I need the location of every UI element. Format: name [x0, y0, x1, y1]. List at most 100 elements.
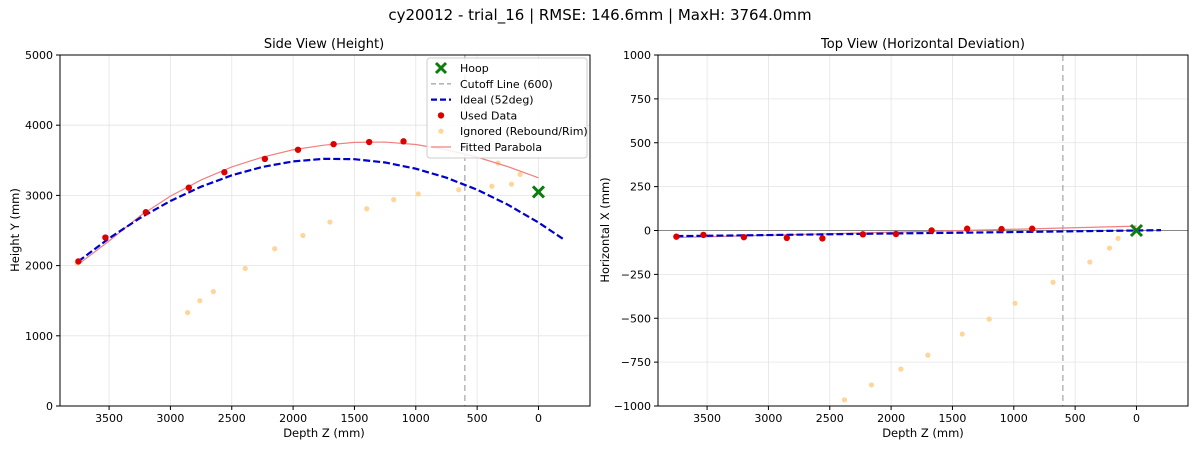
- legend-label: Used Data: [460, 109, 517, 122]
- side-ignored-point: [197, 298, 203, 304]
- side-used-point: [185, 184, 193, 191]
- side-x-tick-label: 1000: [402, 412, 430, 425]
- legend-ignored-marker: [438, 128, 444, 134]
- side-view-xlabel: Depth Z (mm): [283, 426, 365, 440]
- side-used-point: [261, 155, 269, 163]
- top-ignored-point: [925, 352, 931, 358]
- top-view-xlabel: Depth Z (mm): [882, 426, 964, 440]
- side-used-point: [75, 258, 82, 265]
- side-x-tick-label: 3000: [156, 412, 184, 425]
- side-y-tick-label: 3000: [25, 189, 53, 202]
- top-ignored-point: [1115, 235, 1121, 241]
- top-x-tick-label: 3500: [693, 412, 721, 425]
- legend-label: Hoop: [460, 62, 489, 75]
- top-ignored-point: [841, 397, 848, 403]
- side-ignored-point: [364, 206, 370, 212]
- side-ignored-point: [272, 246, 278, 252]
- legend-label: Cutoff Line (600): [460, 78, 553, 91]
- legend-hoop-marker: [434, 61, 448, 75]
- top-x-tick-label: 2500: [816, 412, 844, 425]
- side-x-tick-label: 500: [467, 412, 488, 425]
- top-x-tick-label: 2000: [877, 412, 905, 425]
- side-ignored-point: [210, 288, 216, 295]
- side-x-tick-label: 2500: [218, 412, 246, 425]
- side-y-tick-label: 0: [46, 400, 53, 413]
- top-y-tick-label: 1000: [623, 49, 651, 62]
- top-y-tick-label: −750: [621, 356, 651, 369]
- side-axes-frame: [59, 54, 591, 407]
- top-x-tick-label: 3000: [754, 412, 782, 425]
- side-y-tick-label: 5000: [25, 49, 53, 62]
- legend-used-marker: [437, 112, 445, 119]
- side-view-ylabel: Height Y (mm): [8, 188, 22, 272]
- top-used-point: [673, 233, 680, 240]
- top-ignored-point: [1087, 259, 1093, 265]
- side-ignored-point: [415, 191, 421, 197]
- top-ignored-point: [868, 382, 875, 388]
- legend-label: Ideal (52deg): [460, 94, 534, 107]
- top-y-tick-label: 500: [630, 137, 651, 150]
- top-hoop-marker: [1129, 223, 1144, 238]
- top-used-point: [892, 230, 900, 238]
- top-ignored-point: [1050, 279, 1056, 285]
- top-used-point: [783, 234, 791, 242]
- side-x-tick-label: 0: [535, 412, 542, 425]
- top-used-point: [740, 233, 748, 241]
- legend-box: [426, 57, 588, 159]
- side-ignored-point: [489, 183, 495, 189]
- top-y-tick-label: 0: [644, 225, 651, 238]
- top-y-tick-label: −500: [621, 312, 651, 325]
- side-ignored-point: [242, 265, 248, 272]
- top-used-point: [928, 227, 935, 234]
- legend-label: Fitted Parabola: [460, 141, 542, 154]
- side-x-tick-label: 1500: [340, 412, 368, 425]
- side-ignored-point: [327, 219, 333, 225]
- top-ignored-point: [1012, 300, 1018, 306]
- top-y-tick-label: 250: [630, 181, 651, 194]
- side-y-tick-label: 2000: [25, 260, 53, 273]
- side-used-point: [330, 140, 337, 148]
- top-hoop-stroke: [1129, 223, 1144, 238]
- side-used-point: [142, 209, 150, 216]
- figure-suptitle: cy20012 - trial_16 | RMSE: 146.6mm | Max…: [388, 6, 811, 25]
- side-ignored-point: [508, 181, 515, 187]
- top-ideal-trajectory: [676, 229, 1162, 238]
- side-legend: Hoop Cutoff Line (600) Ideal (52deg) Used D…: [426, 57, 588, 159]
- top-ignored-point: [1106, 245, 1113, 251]
- top-x-tick-label: 1500: [938, 412, 966, 425]
- side-hoop-stroke: [531, 185, 546, 199]
- side-y-tick-label: 4000: [25, 119, 53, 132]
- side-ignored-point: [456, 187, 462, 193]
- top-ignored-point: [986, 316, 992, 322]
- side-hoop-marker: [531, 185, 546, 199]
- side-ignored-point: [184, 310, 191, 316]
- top-used-point: [700, 231, 707, 239]
- top-view-panel: Top View (Horizontal Deviation) Depth Z …: [598, 37, 1189, 440]
- top-y-tick-label: −1000: [614, 400, 651, 413]
- top-used-point: [819, 235, 826, 242]
- top-view-ylabel: Horizontal X (mm): [598, 177, 612, 282]
- top-used-point: [998, 225, 1005, 233]
- side-used-point: [294, 146, 302, 153]
- top-view-title: Top View (Horizontal Deviation): [820, 37, 1025, 52]
- top-x-tick-label: 0: [1133, 412, 1140, 425]
- side-ideal-trajectory: [77, 157, 564, 263]
- top-y-tick-label: −250: [621, 268, 651, 281]
- side-x-tick-label: 3500: [95, 412, 123, 425]
- top-y-tick-label: 750: [630, 93, 651, 106]
- top-used-point: [963, 225, 971, 232]
- side-used-point: [400, 138, 407, 145]
- side-ignored-point: [517, 171, 523, 177]
- side-ignored-point: [391, 197, 397, 203]
- top-used-point: [859, 231, 867, 238]
- side-y-tick-label: 1000: [25, 330, 53, 343]
- side-used-point: [102, 234, 109, 241]
- top-ignored-point: [959, 331, 965, 337]
- top-used-point: [1028, 225, 1036, 232]
- top-x-tick-label: 500: [1065, 412, 1086, 425]
- side-used-point: [365, 138, 373, 146]
- side-x-tick-label: 2000: [279, 412, 307, 425]
- side-ignored-point: [300, 232, 306, 239]
- top-x-tick-label: 1000: [1000, 412, 1028, 425]
